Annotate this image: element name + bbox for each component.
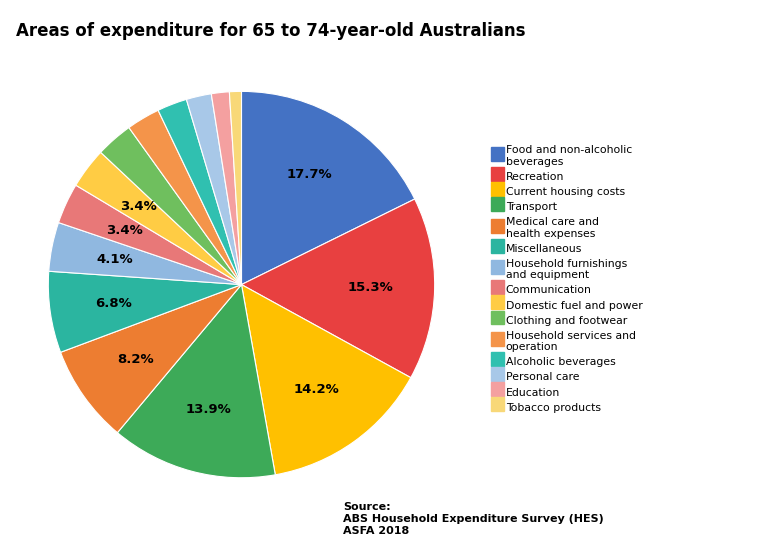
Text: Source:
ABS Household Expenditure Survey (HES)
ASFA 2018: Source: ABS Household Expenditure Survey…: [343, 503, 604, 536]
Text: 4.1%: 4.1%: [97, 253, 133, 266]
Text: Areas of expenditure for 65 to 74-year-old Australians: Areas of expenditure for 65 to 74-year-o…: [16, 22, 525, 40]
Wedge shape: [61, 285, 241, 432]
Wedge shape: [186, 94, 241, 285]
Wedge shape: [100, 128, 241, 285]
Wedge shape: [241, 199, 435, 378]
Wedge shape: [58, 185, 241, 285]
Wedge shape: [129, 110, 241, 285]
Wedge shape: [229, 92, 241, 285]
Wedge shape: [158, 99, 241, 285]
Wedge shape: [48, 271, 241, 352]
Text: 15.3%: 15.3%: [348, 281, 393, 294]
Text: 8.2%: 8.2%: [118, 353, 154, 366]
Text: 6.8%: 6.8%: [95, 297, 132, 310]
Wedge shape: [49, 223, 241, 285]
Wedge shape: [76, 152, 241, 285]
Text: 17.7%: 17.7%: [287, 168, 333, 181]
Text: 3.4%: 3.4%: [120, 200, 157, 213]
Wedge shape: [241, 285, 411, 475]
Text: 13.9%: 13.9%: [185, 403, 231, 416]
Legend: Food and non-alcoholic
beverages, Recreation, Current housing costs, Transport, : Food and non-alcoholic beverages, Recrea…: [488, 143, 645, 415]
Wedge shape: [118, 285, 275, 478]
Text: 14.2%: 14.2%: [294, 383, 340, 396]
Wedge shape: [211, 92, 241, 285]
Wedge shape: [241, 92, 414, 285]
Text: 3.4%: 3.4%: [106, 224, 143, 237]
